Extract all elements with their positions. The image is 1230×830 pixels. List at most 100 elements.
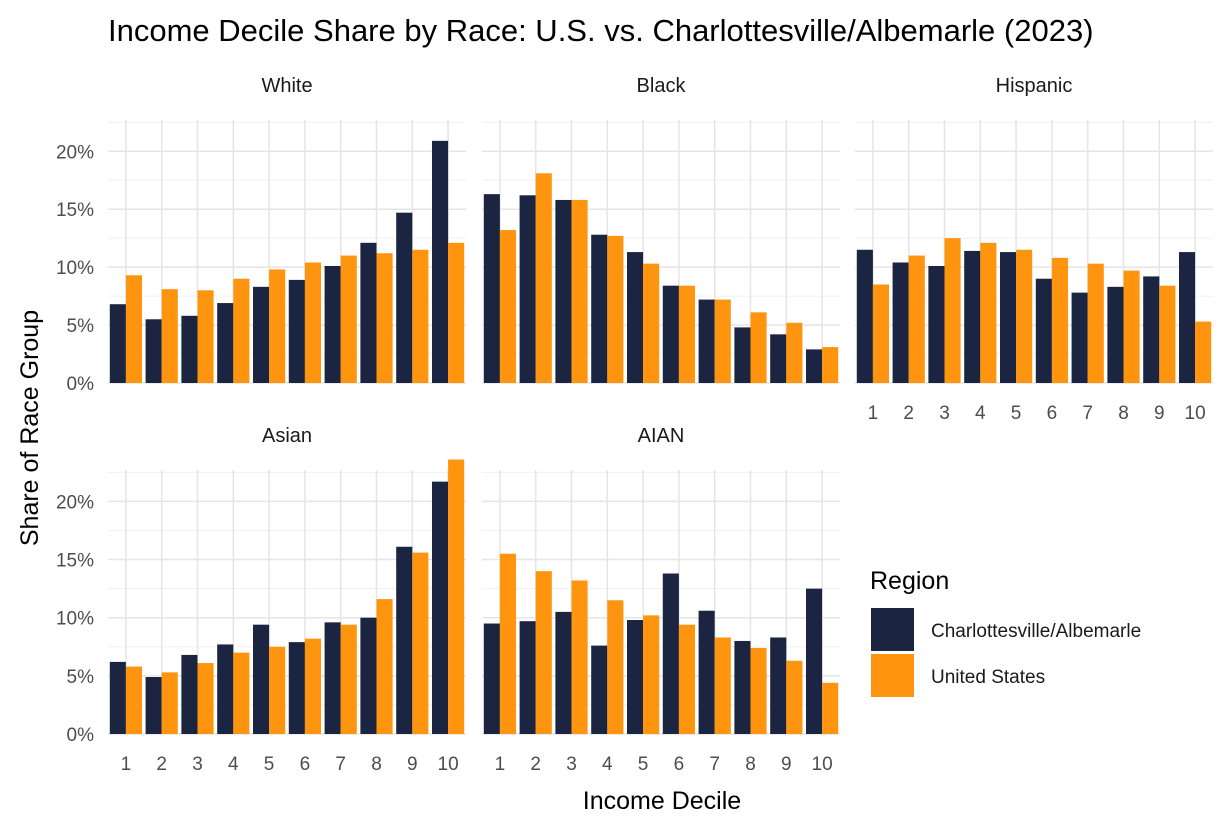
bar-charlottesville-decile-4 [591,645,608,734]
bar-us-decile-3 [944,238,961,383]
bar-us-decile-4 [980,242,997,383]
y-tick-label: 10% [56,258,94,279]
bar-charlottesville-decile-3 [555,611,572,734]
bar-us-decile-6 [304,638,322,734]
x-tick-label: 4 [975,403,986,424]
y-axis-title: Share of Race Group [16,310,44,546]
bar-us-decile-3 [197,663,214,734]
bar-us-decile-7 [1087,263,1104,383]
bar-charlottesville-decile-2 [145,319,162,383]
bar-charlottesville-decile-3 [555,199,572,383]
bar-us-decile-2 [908,255,925,383]
x-tick-label: 5 [1011,403,1022,424]
bar-us-decile-1 [125,275,143,383]
bar-charlottesville-decile-10 [805,588,823,734]
x-tick-label: 1 [121,754,132,775]
bar-charlottesville-decile-7 [324,622,341,734]
panel-white: White 0% 5% 10% 15% 20% [56,75,466,395]
bar-us-decile-7 [714,299,731,383]
bar-charlottesville-decile-7 [1071,292,1088,383]
bar-us-decile-6 [678,285,696,383]
bar-us-decile-1 [125,666,143,734]
bar-us-decile-2 [161,289,178,383]
bar-us-decile-7 [340,255,357,383]
bar-us-decile-2 [161,672,178,734]
x-tick-label: 6 [1047,403,1058,424]
panel-black: Black [482,75,840,384]
bar-charlottesville-decile-10 [805,349,823,383]
x-tick-label: 6 [300,754,311,775]
bar-us-decile-8 [376,253,393,383]
x-tick-label: 9 [781,754,792,775]
bar-us-decile-8 [750,647,767,734]
x-tick-label: 8 [371,754,382,775]
bar-us-decile-4 [233,652,250,734]
bar-charlottesville-decile-1 [483,623,500,734]
bar-us-decile-1 [499,230,517,383]
x-tick-label: 3 [192,754,203,775]
x-tick-label: 6 [674,754,685,775]
bar-charlottesville-decile-1 [109,304,126,383]
x-tick-label: 8 [1118,403,1129,424]
bar-us-decile-2 [535,571,552,734]
bar-us-decile-6 [304,262,322,383]
x-tick-label: 7 [709,754,720,775]
bar-us-decile-8 [750,312,767,383]
bar-charlottesville-decile-5 [626,620,644,734]
bar-us-decile-4 [233,278,250,383]
bar-charlottesville-decile-3 [181,654,198,734]
bar-charlottesville-decile-6 [288,279,305,383]
bar-charlottesville-decile-4 [217,303,234,383]
bar-us-decile-1 [872,284,890,383]
y-tick-label: 15% [56,551,94,572]
bar-charlottesville-decile-8 [360,617,377,734]
bar-charlottesville-decile-9 [396,546,413,734]
y-tick-label: 5% [67,667,95,688]
bar-charlottesville-decile-10 [1178,252,1196,383]
bar-charlottesville-decile-4 [591,234,608,383]
x-tick-label: 7 [335,754,346,775]
bar-charlottesville-decile-7 [698,299,715,383]
panel-asian: Asian 0% 5% 10% 15% 20% 1 2 3 4 5 6 7 8 9 10 [56,425,466,775]
x-tick-label: 5 [264,754,275,775]
bar-us-decile-2 [535,173,552,383]
x-tick-label: 7 [1082,403,1093,424]
bar-charlottesville-decile-6 [662,285,679,383]
y-tick-label: 20% [56,492,94,513]
x-tick-label: 4 [228,754,239,775]
bar-us-decile-6 [1051,257,1069,383]
legend: Region Charlottesville/Albemarle United S… [870,567,1141,697]
bar-us-decile-9 [412,249,429,383]
bar-us-decile-5 [1016,249,1033,383]
bar-us-decile-5 [643,263,660,383]
bar-charlottesville-decile-3 [928,265,945,383]
bar-charlottesville-decile-1 [109,661,126,734]
panel-strip-label: Hispanic [996,75,1073,97]
x-tick-label: 2 [156,754,167,775]
bar-us-decile-10 [822,347,839,383]
x-tick-label: 8 [745,754,756,775]
x-axis-title: Income Decile [583,787,741,815]
x-tick-label: 1 [868,403,879,424]
x-tick-label: 5 [638,754,649,775]
bar-us-decile-8 [1123,270,1140,383]
x-tick-label: 3 [939,403,950,424]
bar-charlottesville-decile-8 [360,242,377,383]
bar-us-decile-9 [786,660,803,734]
x-tick-label: 1 [495,754,506,775]
legend-swatch [871,654,914,697]
panel-strip-label: AIAN [638,425,685,447]
bar-charlottesville-decile-10 [431,481,449,734]
bar-charlottesville-decile-1 [856,249,873,383]
legend-label: United States [931,667,1045,688]
bar-us-decile-9 [786,322,803,383]
bar-us-decile-10 [822,682,839,734]
bar-us-decile-7 [340,624,357,734]
bar-charlottesville-decile-7 [324,265,341,383]
bar-charlottesville-decile-5 [252,286,270,383]
legend-swatch [871,608,914,651]
y-tick-label: 5% [67,316,95,337]
legend-label: Charlottesville/Albemarle [931,621,1141,642]
bar-us-decile-10 [448,242,465,383]
